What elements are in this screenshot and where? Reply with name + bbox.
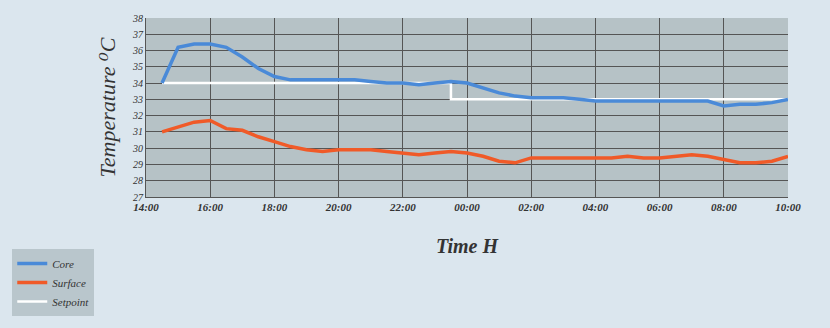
svg-text:Core: Core bbox=[52, 258, 74, 270]
svg-text:28: 28 bbox=[133, 175, 143, 186]
svg-text:06:00: 06:00 bbox=[647, 201, 673, 213]
svg-text:Time H: Time H bbox=[436, 235, 499, 257]
svg-text:14:00: 14:00 bbox=[133, 201, 159, 213]
svg-text:33: 33 bbox=[132, 94, 143, 105]
svg-text:27: 27 bbox=[133, 192, 144, 203]
svg-text:08:00: 08:00 bbox=[711, 201, 737, 213]
svg-text:38: 38 bbox=[132, 13, 143, 24]
svg-text:16:00: 16:00 bbox=[197, 201, 223, 213]
svg-text:35: 35 bbox=[132, 61, 143, 72]
svg-text:22:00: 22:00 bbox=[389, 201, 416, 213]
svg-text:Temperature ⁰C: Temperature ⁰C bbox=[95, 37, 120, 177]
svg-text:02:00: 02:00 bbox=[518, 201, 544, 213]
svg-text:29: 29 bbox=[133, 159, 143, 170]
svg-text:04:00: 04:00 bbox=[583, 201, 609, 213]
svg-text:Surface: Surface bbox=[52, 277, 86, 289]
svg-text:37: 37 bbox=[132, 29, 144, 40]
svg-text:10:00: 10:00 bbox=[775, 201, 801, 213]
svg-text:32: 32 bbox=[132, 110, 143, 121]
svg-text:00:00: 00:00 bbox=[454, 201, 480, 213]
svg-text:36: 36 bbox=[132, 45, 143, 56]
svg-text:34: 34 bbox=[132, 78, 143, 89]
svg-text:31: 31 bbox=[132, 126, 143, 137]
svg-text:18:00: 18:00 bbox=[262, 201, 288, 213]
svg-text:30: 30 bbox=[132, 143, 143, 154]
svg-text:20:00: 20:00 bbox=[325, 201, 352, 213]
svg-text:Setpoint: Setpoint bbox=[52, 296, 89, 308]
